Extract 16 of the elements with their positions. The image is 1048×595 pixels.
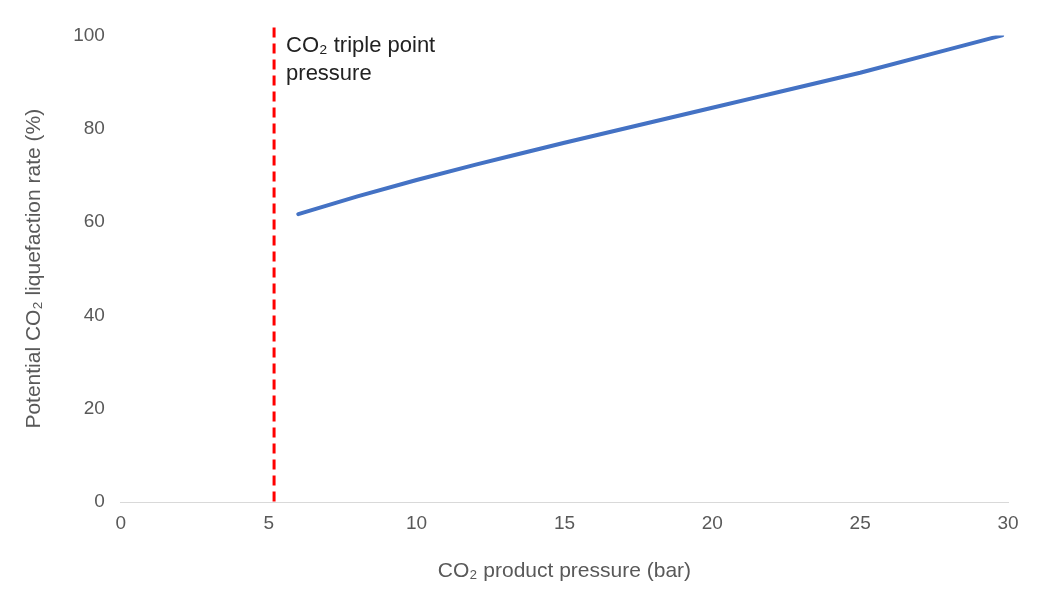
y-tick-label: 100 <box>73 23 105 45</box>
x-tick-label: 0 <box>115 511 127 533</box>
y-tick-label: 40 <box>83 303 105 325</box>
y-tick-label: 80 <box>83 116 105 138</box>
x-tick-label: 20 <box>701 511 723 533</box>
x-tick-label: 30 <box>997 511 1019 533</box>
x-tick-label: 5 <box>263 511 275 533</box>
x-tick-label: 15 <box>553 511 576 533</box>
x-axis-title: CO₂ product pressure (bar) <box>437 558 692 582</box>
y-axis-title: Potential CO₂ liquefaction rate (%) <box>21 108 45 429</box>
x-tick-label: 10 <box>406 511 428 533</box>
y-tick-label: 20 <box>83 396 105 418</box>
y-tick-label: 0 <box>94 490 105 512</box>
ref-line-label: CO₂ triple point pressure <box>286 32 436 86</box>
y-tick-label: 60 <box>83 210 105 232</box>
x-tick-label: 25 <box>849 511 871 533</box>
